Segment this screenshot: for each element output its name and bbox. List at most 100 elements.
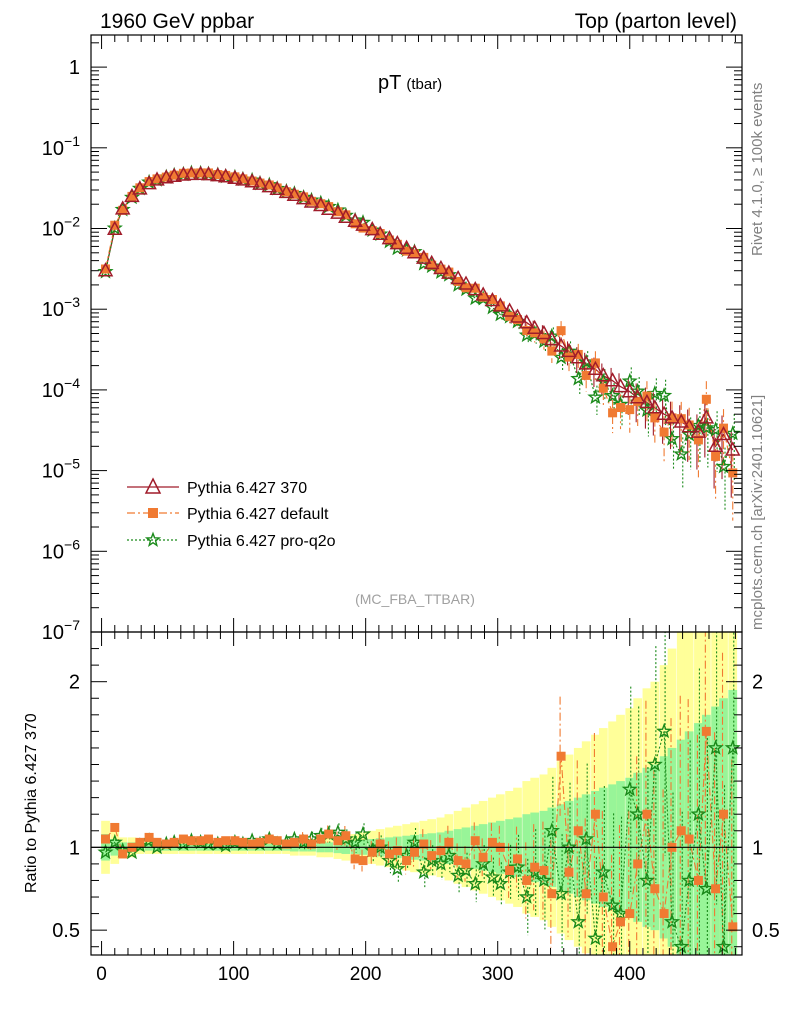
ratio-point: [307, 839, 317, 849]
header-right: Top (parton level): [575, 10, 737, 33]
ratio-point: [724, 739, 741, 755]
series-point: [553, 337, 569, 352]
series-point: [384, 235, 394, 245]
ratio-point: [372, 838, 389, 855]
ratio-point: [272, 836, 282, 846]
ratio-point: [553, 885, 570, 901]
series-point: [543, 327, 560, 344]
ratio-point: [728, 922, 738, 932]
ratio-point: [329, 823, 346, 840]
ratio-point: [346, 833, 364, 850]
ratio-point: [247, 839, 257, 849]
series-point: [495, 301, 505, 311]
series-line-default: [104, 172, 734, 474]
series-point: [375, 229, 385, 239]
series-point: [186, 168, 196, 178]
ratio-y-tick-label-right: 2: [752, 672, 763, 694]
series-point: [269, 180, 285, 196]
ratio-point: [341, 831, 351, 841]
ratio-point: [659, 909, 669, 919]
series-point: [367, 226, 377, 236]
series-point: [392, 239, 402, 249]
ratio-band-inner: [728, 689, 738, 955]
series-point: [616, 403, 626, 413]
ratio-point: [358, 856, 368, 866]
ratio-point: [711, 884, 721, 894]
ratio-point: [423, 852, 440, 868]
ratio-point: [513, 854, 523, 864]
series-point: [347, 212, 363, 228]
series-line-370: [104, 173, 734, 451]
ratio-point: [484, 868, 501, 885]
series-point: [570, 349, 587, 364]
ratio-point: [350, 854, 360, 864]
ratio-point: [598, 892, 608, 902]
ratio-point: [238, 837, 248, 847]
ratio-point: [299, 834, 309, 844]
series-point: [612, 377, 629, 393]
legend-marker-default: [148, 508, 158, 518]
series-point: [330, 204, 346, 219]
ratio-point: [684, 834, 694, 844]
series-point: [470, 283, 480, 293]
series-point: [423, 254, 440, 270]
y-tick-base: 10: [42, 219, 64, 241]
y-tick-exponent: −7: [64, 617, 80, 633]
series-point: [467, 281, 484, 296]
series-point: [161, 172, 171, 182]
y-tick-label: 10−3: [42, 294, 80, 321]
ratio-point: [392, 846, 402, 856]
ratio-point: [204, 834, 214, 844]
series-point: [221, 170, 231, 180]
series-point: [587, 360, 604, 376]
series-point: [536, 324, 552, 340]
ratio-point: [715, 938, 732, 954]
ratio-point: [436, 846, 446, 856]
legend: Pythia 6.427 370 Pythia 6.427 default Py…: [127, 477, 336, 550]
series-point: [416, 249, 432, 264]
series-point: [711, 451, 721, 461]
ratio-point: [573, 826, 583, 836]
series-point: [487, 295, 497, 305]
series-point: [604, 387, 621, 403]
series-point: [698, 419, 715, 435]
ratio-point: [230, 836, 240, 846]
series-point: [281, 187, 291, 197]
y-tick-exponent: −6: [64, 536, 80, 552]
ratio-y-tick-label-right: 1: [752, 837, 763, 859]
series-point: [724, 441, 741, 456]
series-point: [650, 413, 660, 423]
ratio-point: [333, 836, 343, 846]
series-point: [444, 267, 454, 277]
ratio-line-proq2o: [105, 731, 734, 947]
legend-star-shape: [144, 531, 162, 547]
series-point: [261, 178, 278, 193]
series-point: [681, 418, 697, 433]
series-point: [633, 396, 643, 406]
ratio-point: [633, 859, 643, 869]
y-tick-base: 10: [42, 461, 64, 483]
analysis-label: (MC_FBA_TTBAR): [355, 591, 475, 607]
series-point: [235, 171, 251, 186]
series-point: [578, 355, 594, 370]
series-point: [436, 264, 446, 274]
series-point: [595, 367, 612, 382]
series-point: [320, 200, 337, 216]
y-tick-exponent: −1: [64, 133, 80, 149]
ratio-point: [402, 856, 412, 866]
series-point: [264, 180, 274, 190]
ratio-band-inner: [719, 698, 728, 955]
plot-title: pT (tbar): [378, 72, 442, 94]
series-point: [427, 260, 437, 270]
ratio-point: [470, 836, 480, 846]
series-point: [196, 168, 206, 178]
series-point: [684, 420, 694, 430]
y-tick-exponent: −4: [64, 375, 80, 391]
ratio-point: [135, 837, 145, 847]
ratio-point: [570, 913, 587, 929]
series-point: [629, 389, 646, 404]
series-point: [169, 170, 179, 180]
ratio-point: [453, 856, 463, 866]
series-point: [608, 408, 618, 418]
series-point: [561, 342, 577, 358]
